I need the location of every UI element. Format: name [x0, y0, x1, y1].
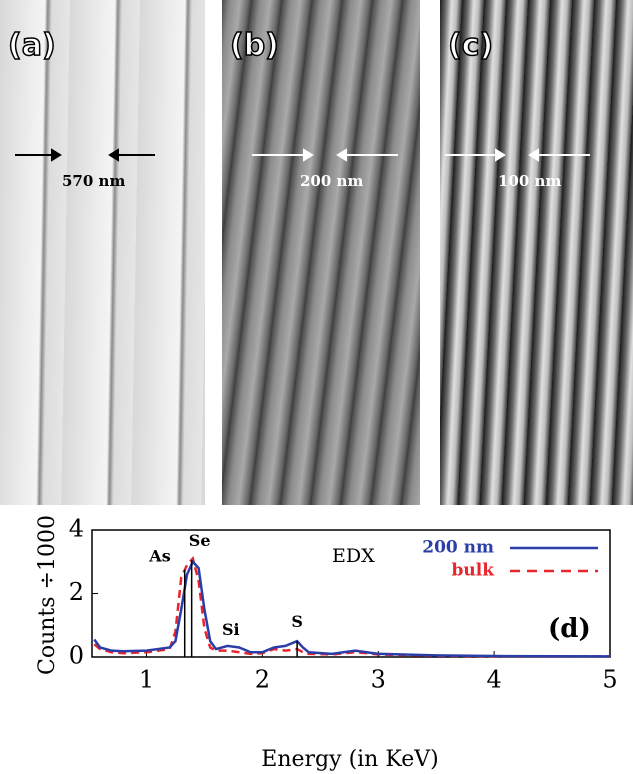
- panel-label: (a): [7, 27, 56, 64]
- data-line: [93, 556, 610, 658]
- x-axis-label: Energy (in KeV): [261, 747, 438, 772]
- peak-label: As: [148, 547, 170, 566]
- y-tick-label: 0: [69, 642, 84, 670]
- legend-label: 200 nm: [422, 538, 494, 558]
- peak-label: S: [291, 612, 303, 631]
- sem-image: (b) 200 nm: [222, 0, 420, 505]
- x-tick-label: 4: [486, 666, 501, 694]
- y-tick-label: 2: [69, 578, 84, 606]
- annotation: EDX: [332, 545, 375, 567]
- arrows: [252, 148, 398, 162]
- panel-label: (b): [229, 27, 279, 64]
- arrows: [445, 148, 590, 162]
- peak-label: Se: [189, 531, 211, 550]
- scale-label: 200 nm: [300, 172, 364, 190]
- arrows: [15, 148, 155, 162]
- x-tick-label: 5: [602, 666, 617, 694]
- sem-image: (c) 100 nm: [440, 0, 633, 505]
- x-tick-label: 3: [371, 666, 386, 694]
- legend-label: bulk: [452, 561, 496, 581]
- chart: Counts ÷1000 Energy (in KeV) EDX (d) Si …: [35, 515, 618, 773]
- scale-label: 570 nm: [62, 172, 126, 190]
- data-line: [93, 559, 611, 658]
- panel-label: (c): [447, 27, 494, 64]
- sem-image: (a) 570 nm: [0, 0, 205, 505]
- scale-label: 100 nm: [498, 172, 562, 190]
- x-tick-label: 1: [139, 666, 154, 694]
- y-axis-label: Counts ÷1000: [35, 515, 60, 675]
- x-tick-label: 2: [255, 666, 270, 694]
- annotation: Si: [222, 620, 240, 639]
- y-tick-label: 4: [69, 515, 84, 543]
- annotation: (d): [548, 614, 591, 644]
